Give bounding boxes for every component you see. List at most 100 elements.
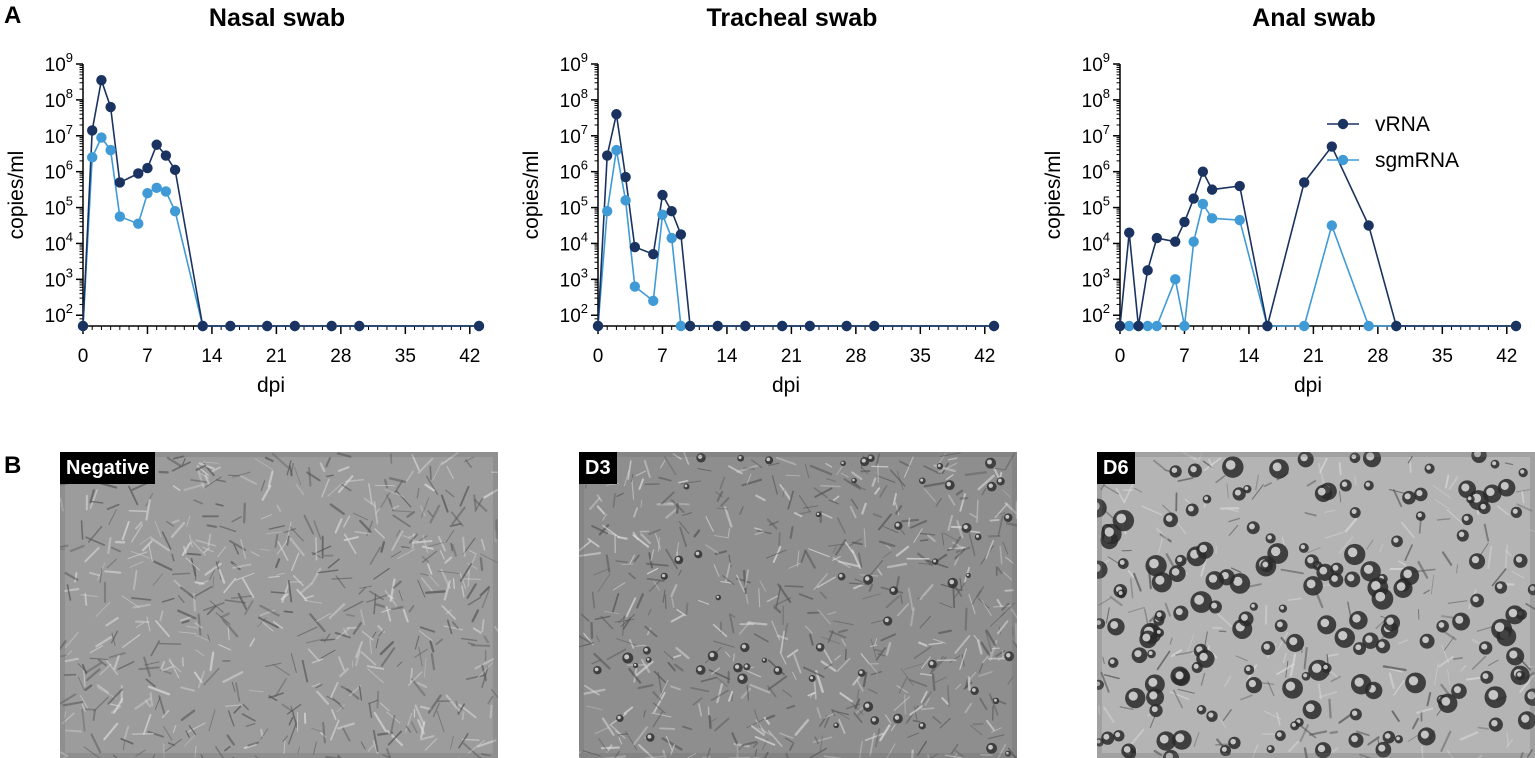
cell-streak [207,533,212,547]
cell-streak [489,704,493,719]
data-point-sgmRNA [629,281,641,292]
cell-streak [337,722,355,730]
cell-streak [658,679,669,700]
cell-streak [468,549,477,555]
cell-streak [209,600,224,613]
cell-streak [1203,457,1222,472]
cell-streak [757,727,772,736]
cell-streak [183,483,205,492]
cell-streak [334,627,351,641]
rounded-cell-highlight [766,457,771,462]
cell-streak [276,572,285,576]
cell-streak [904,663,924,670]
cell-streak [161,709,170,719]
cell-streak [955,683,962,690]
data-point-vRNA [133,168,144,179]
rounded-cell-highlight [1199,544,1208,553]
rounded-cell-highlight [1520,469,1525,474]
cell-streak [638,478,644,490]
rounded-cell-highlight [1006,653,1011,658]
cell-streak [158,642,182,645]
x-axis-label: dpi [772,374,800,397]
cell-streak [981,487,987,496]
cell-streak [259,548,271,551]
cell-streak [837,629,848,634]
cell-streak [874,487,881,495]
data-point-sgmRNA [87,152,98,163]
cell-streak [380,541,386,553]
rounded-cell-highlight [1204,496,1209,501]
cell-streak [131,482,148,491]
x-tick-label: 35 [395,346,416,367]
cell-streak [99,568,103,584]
cell-streak [1159,533,1172,543]
data-point-sgmRNA [114,211,126,222]
rounded-cell-highlight [1467,496,1472,501]
cell-streak [65,650,73,657]
rounded-cell-highlight [1365,635,1373,643]
cell-streak [96,684,109,694]
cell-streak [919,532,936,536]
cell-streak [379,491,391,510]
cell-streak [582,632,594,646]
cell-streak [1471,655,1487,670]
y-tick-label: 104 [1082,229,1110,255]
rounded-cell-highlight [1300,454,1308,462]
cell-streak [410,667,413,683]
cell-streak [1398,560,1407,566]
cell-streak [959,577,963,592]
cell-streak [1391,710,1400,722]
rounded-cell-highlight [861,458,866,463]
cell-streak [471,609,480,623]
cell-streak [283,740,286,755]
cell-streak [310,567,322,585]
cell-streak [436,710,445,733]
cell-streak [950,744,959,755]
cell-streak [1324,531,1344,539]
cell-streak [85,536,106,546]
cell-streak [437,535,447,552]
chart-title: Nasal swab [209,4,345,32]
cell-streak [288,465,293,477]
cell-streak [1438,655,1455,668]
rounded-cell-highlight [1306,579,1316,589]
cell-streak [738,621,752,635]
rounded-cell-highlight [1393,537,1399,543]
cell-streak [767,730,783,747]
cell-streak [417,457,434,474]
cell-streak [374,603,385,608]
cell-streak [804,549,816,569]
cell-streak [194,581,205,585]
cell-streak [754,633,769,643]
cell-streak [286,521,292,543]
cell-streak [851,549,862,569]
cell-streak [1288,740,1300,753]
cell-streak [765,714,776,720]
cell-streak [836,657,851,672]
rounded-cell-highlight [1118,591,1123,596]
cell-streak [660,491,675,505]
rounded-cell-highlight [1171,467,1178,473]
cell-streak [997,744,1007,758]
cell-streak [1007,747,1017,758]
cell-streak [155,620,170,637]
data-point-sgmRNA [1170,274,1181,285]
legend-marker-sgmRNA [1337,154,1349,166]
cell-streak [658,476,672,482]
cell-streak [149,692,154,707]
cell-streak [1006,522,1017,527]
cell-streak [1001,602,1010,611]
cell-streak [917,595,925,600]
cell-streak [916,740,927,757]
cell-streak [244,600,254,616]
cell-streak [1318,690,1338,698]
cell-streak [670,584,678,598]
cell-streak [982,650,993,664]
cell-streak [1187,634,1195,653]
cell-streak [744,669,762,678]
cell-streak [850,498,859,510]
rounded-cell-highlight [1378,744,1386,752]
cell-streak [233,705,242,714]
rounded-cell-highlight [1422,636,1429,644]
cell-streak [121,520,130,541]
